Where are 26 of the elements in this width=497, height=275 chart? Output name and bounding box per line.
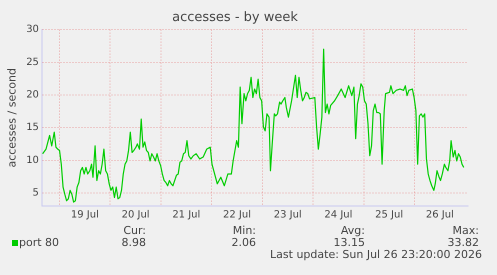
legend-label: port 80 (18, 236, 60, 249)
x-tick-label: 23 Jul (274, 210, 302, 221)
y-axis-title: accesses / second (5, 68, 18, 168)
y-tick-label: 10 (26, 154, 39, 166)
chart-title: accesses - by week (172, 10, 298, 26)
y-tick-label: 5 (32, 188, 39, 199)
text: Avg: (340, 224, 365, 237)
text: Last update: Sun Jul 26 23:20:00 2026 (270, 248, 482, 261)
text: 13.15 (334, 236, 365, 249)
text: Cur: (123, 224, 146, 237)
y-tick-label: 25 (26, 56, 39, 68)
x-tick-label: 25 Jul (375, 210, 404, 221)
text: Min: (232, 224, 256, 237)
x-tick-label: 19 Jul (70, 210, 99, 221)
text: Max: (452, 224, 479, 237)
text: 8.98 (122, 236, 146, 249)
x-tick-label: 22 Jul (223, 210, 251, 221)
x-tick-label: 21 Jul (172, 210, 200, 221)
y-tick-label: 30 (26, 24, 39, 36)
x-tick-label: 26 Jul (426, 210, 454, 221)
y-tick-label: 20 (26, 90, 39, 101)
text: 2.06 (232, 236, 256, 249)
y-tick-label: 15 (26, 122, 39, 134)
x-tick-label: 24 Jul (324, 210, 352, 221)
x-tick-label: 20 Jul (122, 210, 150, 221)
text: 33.82 (448, 236, 479, 249)
